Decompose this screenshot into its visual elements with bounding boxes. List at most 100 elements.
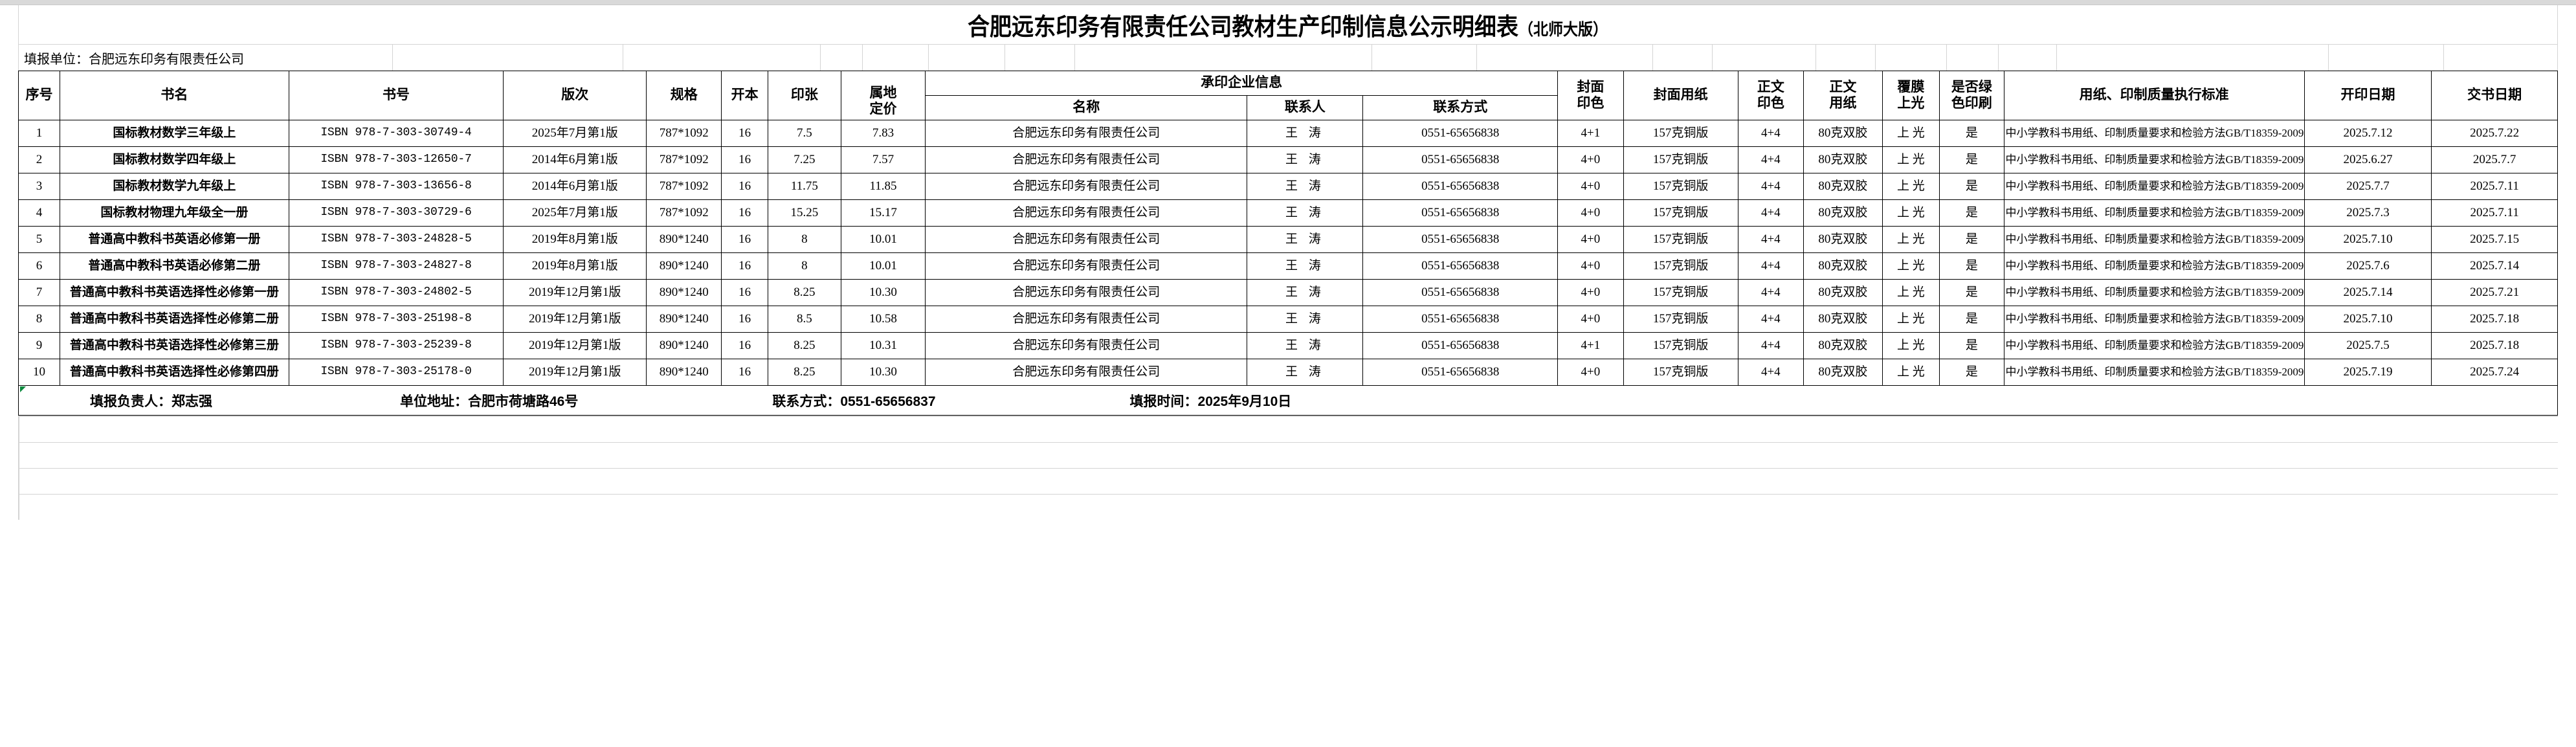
cell-seq[interactable]: 9 (17, 332, 61, 359)
cell-sheets[interactable]: 8.25 (768, 359, 841, 386)
cell-standard[interactable]: 中小学教科书用纸、印制质量要求和检验方法GB/T18359-2009 (2003, 120, 2305, 147)
cell-book_name[interactable]: 普通高中教科书英语选择性必修第三册 (60, 332, 289, 359)
empty-spreadsheet-area[interactable] (18, 416, 2558, 520)
cell-deliver_date[interactable]: 2025.7.21 (2431, 279, 2558, 306)
cell-contact_person[interactable]: 王 涛 (1247, 173, 1364, 200)
cell-format[interactable]: 16 (721, 120, 769, 147)
cell-edition[interactable]: 2025年7月第1版 (503, 120, 647, 147)
table-row[interactable]: 2 国标教材数学四年级上 ISBN 978-7-303-12650-7 2014年6月… (17, 146, 2558, 173)
table-row[interactable]: 4 国标教材物理九年级全一册 ISBN 978-7-303-30729-6 2025年… (17, 199, 2558, 227)
cell-deliver_date[interactable]: 2025.7.15 (2431, 226, 2558, 253)
cell-company[interactable]: 合肥远东印务有限责任公司 (925, 279, 1248, 306)
cell-format[interactable]: 16 (721, 146, 769, 173)
cell-format[interactable]: 16 (721, 359, 769, 386)
cell-contact_phone[interactable]: 0551-65656838 (1362, 306, 1559, 333)
cell-sheets[interactable]: 15.25 (768, 199, 841, 227)
cell-edition[interactable]: 2019年12月第1版 (503, 359, 647, 386)
cell-contact_phone[interactable]: 0551-65656838 (1362, 359, 1559, 386)
cell-text_color[interactable]: 4+4 (1737, 173, 1804, 200)
cell-lamination[interactable]: 上 光 (1882, 306, 1940, 333)
cell-lamination[interactable]: 上 光 (1882, 173, 1940, 200)
cell-seq[interactable]: 7 (17, 279, 61, 306)
cell-text_paper[interactable]: 80克双胶 (1803, 279, 1883, 306)
cell-book_name[interactable]: 普通高中教科书英语选择性必修第二册 (60, 306, 289, 333)
cell-contact_phone[interactable]: 0551-65656838 (1362, 279, 1559, 306)
cell-contact_person[interactable]: 王 涛 (1247, 120, 1364, 147)
cell-sheets[interactable]: 8.5 (768, 306, 841, 333)
cell-deliver_date[interactable]: 2025.7.11 (2431, 173, 2558, 200)
table-row[interactable]: 8 普通高中教科书英语选择性必修第二册 ISBN 978-7-303-25198-8… (17, 306, 2558, 333)
cell-edition[interactable]: 2019年8月第1版 (503, 226, 647, 253)
cell-text_paper[interactable]: 80克双胶 (1803, 359, 1883, 386)
cell-sheets[interactable]: 8 (768, 226, 841, 253)
cell-local_price[interactable]: 10.30 (840, 359, 926, 386)
cell-book_name[interactable]: 国标教材数学四年级上 (60, 146, 289, 173)
cell-print_start[interactable]: 2025.7.5 (2304, 332, 2432, 359)
cell-deliver_date[interactable]: 2025.7.18 (2431, 306, 2558, 333)
cell-cover_color[interactable]: 4+1 (1557, 120, 1624, 147)
cell-cover_paper[interactable]: 157克铜版 (1623, 252, 1738, 280)
cell-contact_person[interactable]: 王 涛 (1247, 279, 1364, 306)
cell-contact_person[interactable]: 王 涛 (1247, 332, 1364, 359)
cell-company[interactable]: 合肥远东印务有限责任公司 (925, 173, 1248, 200)
table-row[interactable]: 3 国标教材数学九年级上 ISBN 978-7-303-13656-8 2014年6月… (17, 173, 2558, 200)
cell-cover_paper[interactable]: 157克铜版 (1623, 146, 1738, 173)
cell-standard[interactable]: 中小学教科书用纸、印制质量要求和检验方法GB/T18359-2009 (2003, 252, 2305, 280)
cell-isbn[interactable]: ISBN 978-7-303-30729-6 (288, 199, 504, 227)
cell-standard[interactable]: 中小学教科书用纸、印制质量要求和检验方法GB/T18359-2009 (2003, 173, 2305, 200)
cell-cover_paper[interactable]: 157克铜版 (1623, 306, 1738, 333)
table-row[interactable]: 6 普通高中教科书英语必修第二册 ISBN 978-7-303-24827-8 201… (17, 252, 2558, 280)
cell-spec[interactable]: 890*1240 (646, 359, 722, 386)
cell-isbn[interactable]: ISBN 978-7-303-25239-8 (288, 332, 504, 359)
cell-isbn[interactable]: ISBN 978-7-303-12650-7 (288, 146, 504, 173)
cell-local_price[interactable]: 7.57 (840, 146, 926, 173)
cell-company[interactable]: 合肥远东印务有限责任公司 (925, 359, 1248, 386)
cell-deliver_date[interactable]: 2025.7.24 (2431, 359, 2558, 386)
cell-text_color[interactable]: 4+4 (1737, 199, 1804, 227)
cell-cover_color[interactable]: 4+0 (1557, 306, 1624, 333)
cell-edition[interactable]: 2014年6月第1版 (503, 173, 647, 200)
cell-spec[interactable]: 787*1092 (646, 173, 722, 200)
cell-book_name[interactable]: 普通高中教科书英语选择性必修第四册 (60, 359, 289, 386)
cell-spec[interactable]: 890*1240 (646, 332, 722, 359)
cell-cover_color[interactable]: 4+0 (1557, 359, 1624, 386)
cell-contact_person[interactable]: 王 涛 (1247, 252, 1364, 280)
cell-standard[interactable]: 中小学教科书用纸、印制质量要求和检验方法GB/T18359-2009 (2003, 359, 2305, 386)
cell-green_print[interactable]: 是 (1939, 359, 2004, 386)
cell-isbn[interactable]: ISBN 978-7-303-24828-5 (288, 226, 504, 253)
cell-format[interactable]: 16 (721, 306, 769, 333)
table-row[interactable]: 5 普通高中教科书英语必修第一册 ISBN 978-7-303-24828-5 201… (17, 226, 2558, 253)
cell-deliver_date[interactable]: 2025.7.22 (2431, 120, 2558, 147)
cell-sheets[interactable]: 8.25 (768, 279, 841, 306)
cell-contact_phone[interactable]: 0551-65656838 (1362, 252, 1559, 280)
cell-company[interactable]: 合肥远东印务有限责任公司 (925, 332, 1248, 359)
cell-lamination[interactable]: 上 光 (1882, 226, 1940, 253)
cell-text_color[interactable]: 4+4 (1737, 332, 1804, 359)
cell-cover_paper[interactable]: 157克铜版 (1623, 359, 1738, 386)
cell-cover_paper[interactable]: 157克铜版 (1623, 332, 1738, 359)
cell-text_paper[interactable]: 80克双胶 (1803, 252, 1883, 280)
cell-spec[interactable]: 890*1240 (646, 226, 722, 253)
cell-text_paper[interactable]: 80克双胶 (1803, 332, 1883, 359)
cell-lamination[interactable]: 上 光 (1882, 332, 1940, 359)
cell-standard[interactable]: 中小学教科书用纸、印制质量要求和检验方法GB/T18359-2009 (2003, 226, 2305, 253)
cell-edition[interactable]: 2014年6月第1版 (503, 146, 647, 173)
cell-format[interactable]: 16 (721, 226, 769, 253)
cell-cover_color[interactable]: 4+0 (1557, 279, 1624, 306)
cell-seq[interactable]: 2 (17, 146, 61, 173)
cell-contact_phone[interactable]: 0551-65656838 (1362, 173, 1559, 200)
cell-green_print[interactable]: 是 (1939, 306, 2004, 333)
cell-spec[interactable]: 890*1240 (646, 306, 722, 333)
cell-deliver_date[interactable]: 2025.7.7 (2431, 146, 2558, 173)
cell-standard[interactable]: 中小学教科书用纸、印制质量要求和检验方法GB/T18359-2009 (2003, 199, 2305, 227)
cell-deliver_date[interactable]: 2025.7.14 (2431, 252, 2558, 280)
cell-isbn[interactable]: ISBN 978-7-303-13656-8 (288, 173, 504, 200)
cell-book_name[interactable]: 普通高中教科书英语必修第一册 (60, 226, 289, 253)
cell-spec[interactable]: 890*1240 (646, 252, 722, 280)
cell-green_print[interactable]: 是 (1939, 146, 2004, 173)
cell-spec[interactable]: 787*1092 (646, 146, 722, 173)
cell-local_price[interactable]: 15.17 (840, 199, 926, 227)
cell-seq[interactable]: 8 (17, 306, 61, 333)
cell-edition[interactable]: 2025年7月第1版 (503, 199, 647, 227)
cell-sheets[interactable]: 8.25 (768, 332, 841, 359)
